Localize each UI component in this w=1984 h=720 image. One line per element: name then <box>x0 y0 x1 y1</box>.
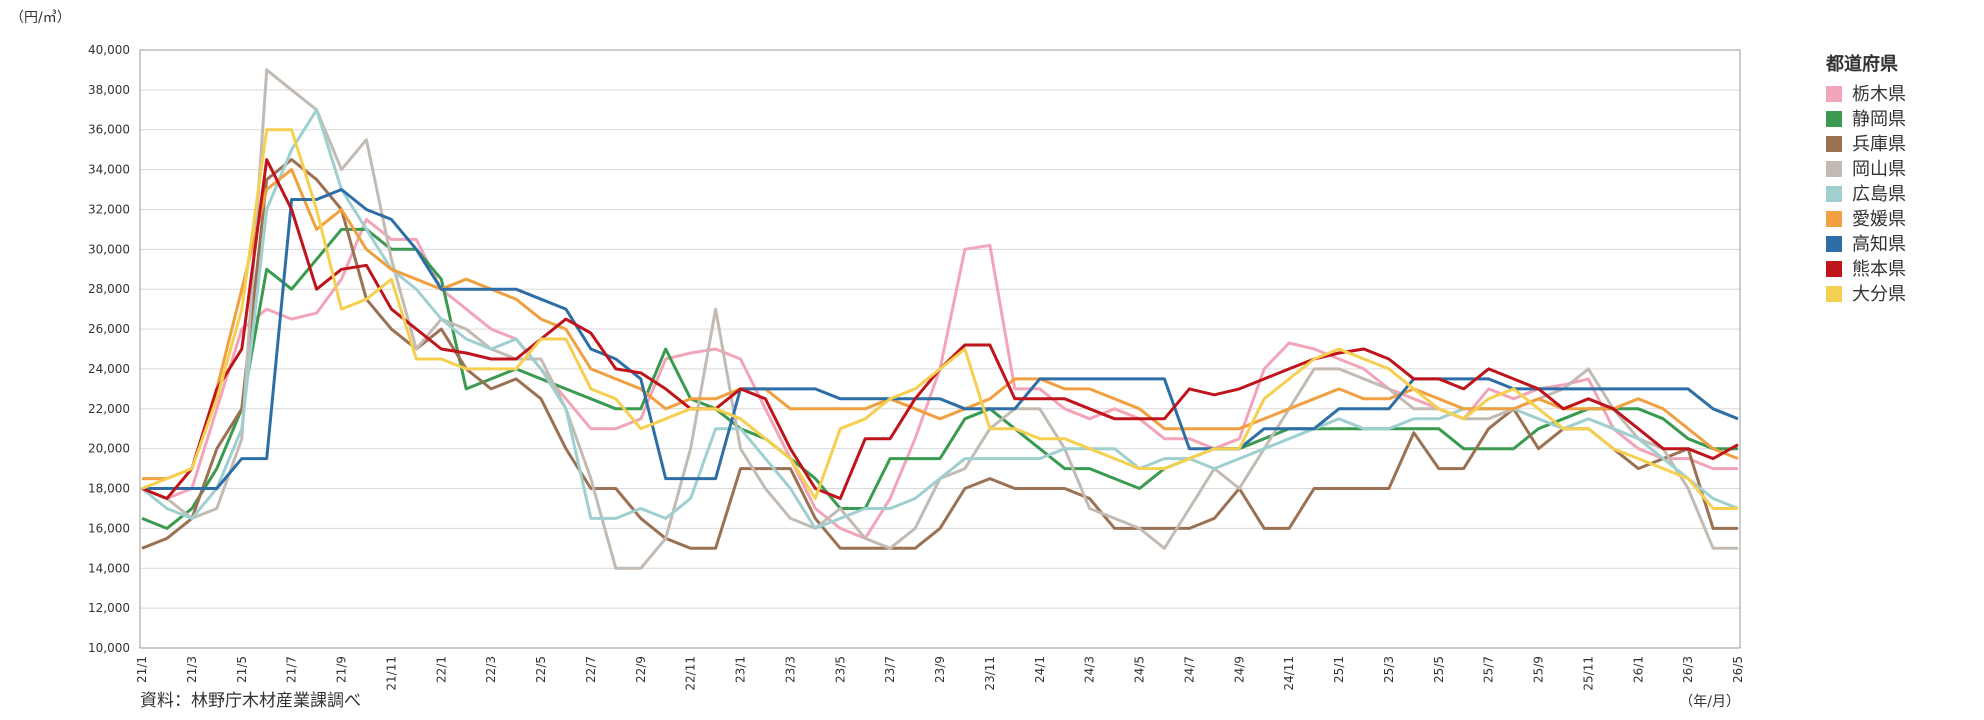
legend-label: 栃木県 <box>1852 84 1906 105</box>
x-tick-label: 23/5 <box>833 656 847 683</box>
y-tick-label: 36,000 <box>88 123 130 137</box>
legend-label: 広島県 <box>1852 184 1906 205</box>
x-tick-label: 25/7 <box>1482 656 1496 683</box>
x-tick-label: 23/7 <box>883 656 897 683</box>
y-unit: （円/㎥） <box>10 10 71 26</box>
series-line <box>142 188 1739 490</box>
series-line <box>141 217 1738 540</box>
x-tick-label: 25/9 <box>1532 656 1546 683</box>
x-tick-label: 23/3 <box>783 656 797 683</box>
y-tick-label: 20,000 <box>88 442 130 456</box>
x-tick-label: 21/9 <box>335 656 349 683</box>
x-tick-label: 24/1 <box>1033 656 1047 683</box>
legend-label: 高知県 <box>1852 234 1906 255</box>
legend-label: 愛媛県 <box>1852 209 1906 230</box>
legend-swatch <box>1826 286 1842 302</box>
x-tick-label: 22/9 <box>634 656 648 683</box>
x-tick-label: 22/3 <box>484 656 498 683</box>
x-tick-label: 23/11 <box>983 656 997 691</box>
series-line <box>141 128 1738 510</box>
legend-swatch <box>1826 186 1842 202</box>
source: 資料：林野庁木材産業課調べ <box>140 691 361 711</box>
y-tick-label: 40,000 <box>88 43 130 57</box>
y-tick-label: 14,000 <box>88 561 130 575</box>
x-tick-label: 24/5 <box>1133 656 1147 683</box>
legend-label: 大分県 <box>1852 284 1906 305</box>
series-line <box>141 158 1738 550</box>
legend-swatch <box>1826 136 1842 152</box>
x-tick-label: 25/1 <box>1332 656 1346 683</box>
x-tick-label: 24/3 <box>1083 656 1097 683</box>
legend-title: 都道府県 <box>1825 53 1898 75</box>
y-tick-label: 30,000 <box>88 242 130 256</box>
y-tick-label: 38,000 <box>88 83 130 97</box>
x-tick-label: 22/11 <box>684 656 698 691</box>
x-tick-label: 26/3 <box>1681 656 1695 683</box>
x-tick-label: 23/9 <box>933 656 947 683</box>
y-tick-label: 32,000 <box>88 202 130 216</box>
legend-swatch <box>1826 86 1842 102</box>
y-tick-label: 22,000 <box>88 402 130 416</box>
legend-label: 兵庫県 <box>1852 134 1906 155</box>
x-tick-label: 21/11 <box>384 656 398 691</box>
x-tick-label: 26/5 <box>1731 656 1745 683</box>
x-tick-label: 26/1 <box>1631 656 1645 683</box>
legend-label: 静岡県 <box>1852 109 1906 130</box>
legend-swatch <box>1826 211 1842 227</box>
x-tick-label: 24/9 <box>1232 656 1246 683</box>
plot-frame <box>139 49 1741 649</box>
x-tick-label: 21/5 <box>235 656 249 683</box>
y-tick-label: 12,000 <box>88 601 130 615</box>
x-tick-label: 24/7 <box>1182 656 1196 683</box>
legend-swatch <box>1826 161 1842 177</box>
y-tick-label: 24,000 <box>88 362 130 376</box>
x-tick-label: 22/5 <box>534 656 548 683</box>
x-tick-label: 21/3 <box>185 656 199 683</box>
legend-label: 岡山県 <box>1852 159 1906 180</box>
legend-swatch <box>1826 236 1842 252</box>
y-tick-label: 26,000 <box>88 322 130 336</box>
legend-swatch <box>1826 261 1842 277</box>
y-tick-label: 16,000 <box>88 521 130 535</box>
x-tick-label: 22/7 <box>584 656 598 683</box>
x-tick-label: 23/1 <box>734 656 748 683</box>
y-tick-label: 18,000 <box>88 482 130 496</box>
x-tick-label: 21/1 <box>135 656 149 683</box>
x-tick-label: 25/5 <box>1432 656 1446 683</box>
y-tick-label: 34,000 <box>88 163 130 177</box>
y-tick-label: 28,000 <box>88 282 130 296</box>
x-tick-label: 25/11 <box>1581 656 1595 691</box>
x-unit: （年/月） <box>1679 694 1740 710</box>
series-line <box>141 227 1738 530</box>
x-tick-label: 24/11 <box>1282 656 1296 691</box>
legend-label: 熊本県 <box>1852 259 1906 280</box>
x-tick-label: 21/7 <box>285 656 299 683</box>
legend-swatch <box>1826 111 1842 127</box>
series-line <box>142 168 1739 481</box>
x-tick-label: 22/1 <box>434 656 448 683</box>
y-tick-label: 10,000 <box>88 641 130 655</box>
x-tick-label: 25/3 <box>1382 656 1396 683</box>
